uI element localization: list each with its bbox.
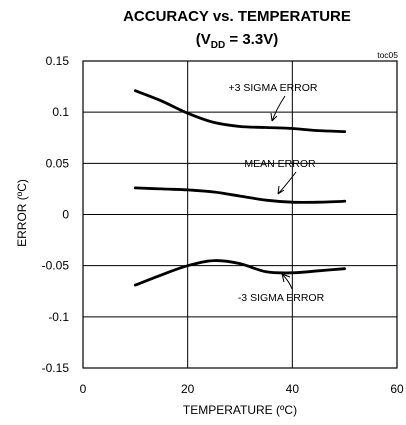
- chart-title: ACCURACY vs. TEMPERATURE: [123, 8, 351, 25]
- subtitle-suffix: = 3.3V): [225, 31, 278, 48]
- series-line-minus3sigma: [133, 259, 347, 287]
- series-lines: [133, 89, 347, 287]
- arrow-minus3sigma: [281, 273, 293, 290]
- y-tick-label: 0: [62, 208, 69, 222]
- series-line-mean: [133, 186, 347, 204]
- x-tick-label: 20: [181, 382, 195, 396]
- chart-subtitle: (VDD = 3.3V): [196, 31, 278, 51]
- tick-labels: 0 20 40 60 0.15 0.1 0.05 0 -0.05 -0.1 -0.15: [42, 54, 404, 396]
- grid: [82, 60, 398, 369]
- y-tick-label: 0.1: [52, 105, 69, 119]
- arrow-plus3sigma: [270, 95, 286, 122]
- x-tick-label: 0: [80, 382, 87, 396]
- x-tick-label: 40: [286, 382, 300, 396]
- y-tick-label: -0.1: [48, 310, 69, 324]
- subtitle-subscript: DD: [211, 40, 225, 51]
- subtitle-prefix: (V: [196, 31, 211, 48]
- chart-tag: toc05: [377, 50, 398, 60]
- annotation-mean: MEAN ERROR: [244, 158, 316, 170]
- y-axis-label: ERROR (ºC): [15, 179, 29, 247]
- arrow-mean: [277, 171, 297, 195]
- y-tick-label: 0.05: [46, 156, 70, 170]
- series-line-plus3sigma: [133, 89, 347, 133]
- annotation-plus3sigma: +3 SIGMA ERROR: [229, 82, 318, 94]
- x-tick-label: 60: [390, 382, 404, 396]
- x-axis-label: TEMPERATURE (ºC): [183, 403, 297, 417]
- annotation-minus3sigma: -3 SIGMA ERROR: [238, 292, 325, 304]
- y-tick-label: -0.05: [42, 259, 70, 273]
- y-tick-label: -0.15: [42, 361, 70, 375]
- plot-frame: [82, 60, 398, 369]
- y-tick-label: 0.15: [46, 54, 70, 68]
